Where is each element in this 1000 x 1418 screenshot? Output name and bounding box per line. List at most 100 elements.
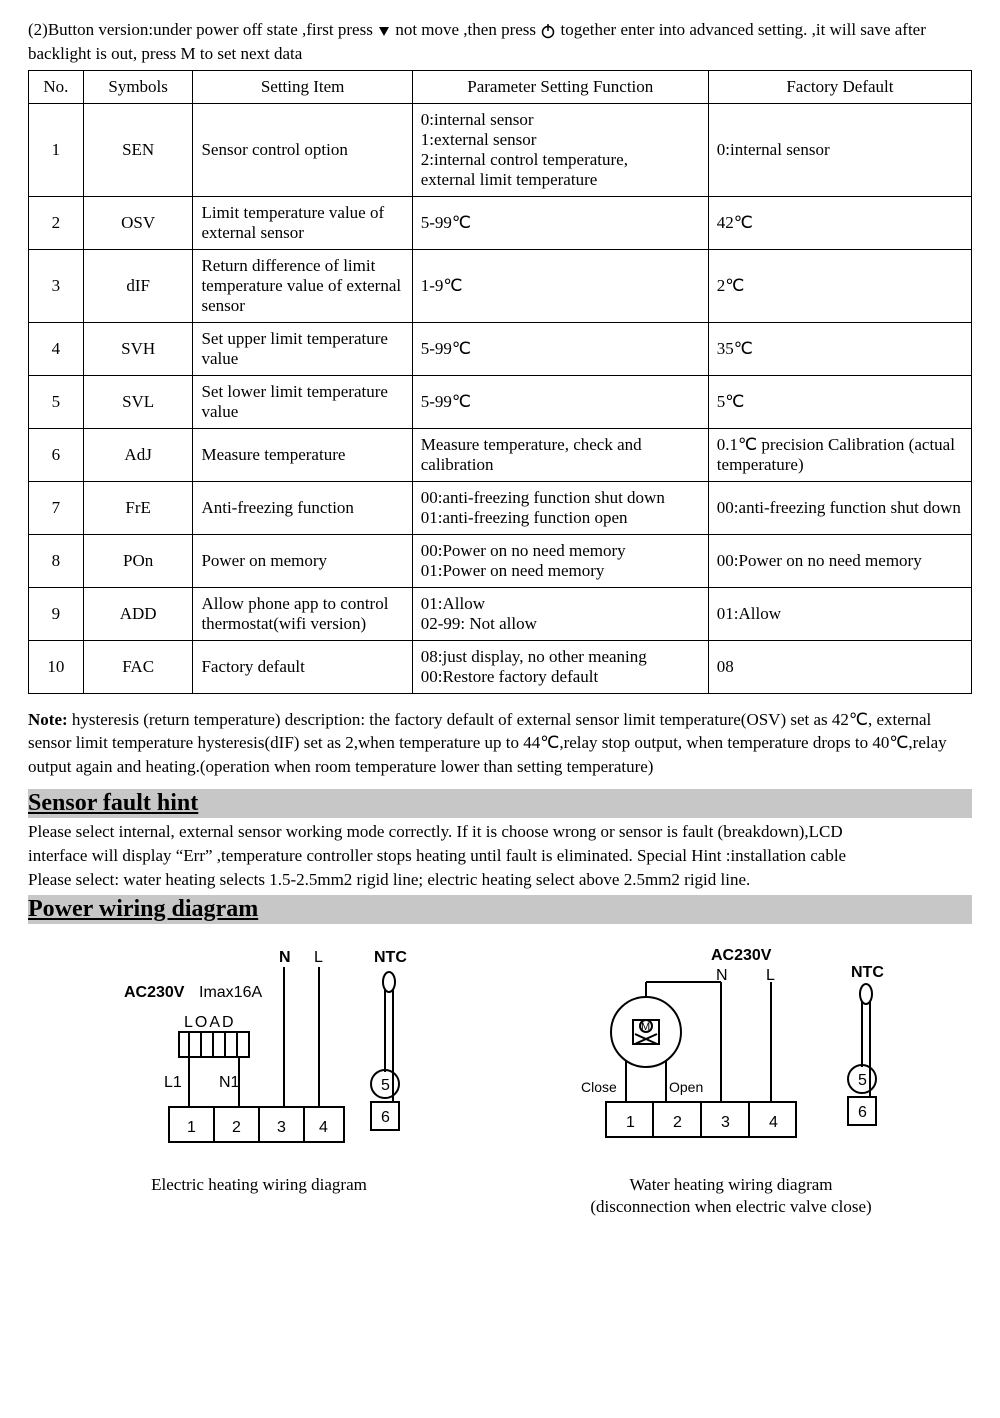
table-cell: 6 (29, 428, 84, 481)
label-imax: Imax16A (199, 984, 262, 1001)
table-row: 2OSVLimit temperature value of external … (29, 196, 972, 249)
water-wiring-svg: AC230V N L NTC M Close Ope (551, 942, 911, 1162)
table-cell: 5-99℃ (412, 196, 708, 249)
table-row: 8POnPower on memory00:Power on no need m… (29, 534, 972, 587)
table-row: 9ADDAllow phone app to control thermosta… (29, 587, 972, 640)
intro-part2: not move ,then press (395, 20, 540, 39)
table-cell: 1 (29, 103, 84, 196)
water-caption-text: Water heating wiring diagram (disconnect… (590, 1175, 871, 1216)
table-cell: 5 (29, 375, 84, 428)
table-cell: Allow phone app to control thermostat(wi… (193, 587, 412, 640)
term2-5: 5 (858, 1072, 867, 1089)
table-cell: 00:Power on no need memory (708, 534, 971, 587)
table-cell: 9 (29, 587, 84, 640)
table-cell: 10 (29, 640, 84, 693)
table-cell: Return difference of limit temperature v… (193, 249, 412, 322)
term-5: 5 (381, 1077, 390, 1094)
sensor-fault-body-text: Please select internal, external sensor … (28, 822, 846, 889)
table-row: 5SVLSet lower limit temperature value5-9… (29, 375, 972, 428)
water-caption: Water heating wiring diagram (disconnect… (551, 1174, 911, 1218)
table-cell: 0.1℃ precision Calibration (actual tempe… (708, 428, 971, 481)
table-cell: OSV (83, 196, 193, 249)
label-ac230v-2: AC230V (711, 947, 772, 964)
table-cell: 1-9℃ (412, 249, 708, 322)
settings-table: No. Symbols Setting Item Parameter Setti… (28, 70, 972, 694)
label-l: L (314, 949, 323, 966)
table-cell: SEN (83, 103, 193, 196)
term-2: 2 (232, 1119, 241, 1136)
header-sym: Symbols (83, 70, 193, 103)
header-item: Setting Item (193, 70, 412, 103)
electric-caption: Electric heating wiring diagram (89, 1174, 429, 1196)
label-ac230v: AC230V (124, 984, 185, 1001)
table-row: 4SVHSet upper limit temperature value5-9… (29, 322, 972, 375)
table-cell: 8 (29, 534, 84, 587)
table-header-row: No. Symbols Setting Item Parameter Setti… (29, 70, 972, 103)
power-icon (540, 23, 556, 39)
term2-2: 2 (673, 1114, 682, 1131)
down-arrow-icon (377, 24, 391, 38)
label-ntc2: NTC (851, 964, 884, 981)
table-cell: Limit temperature value of external sens… (193, 196, 412, 249)
table-cell: dIF (83, 249, 193, 322)
sensor-fault-body: Please select internal, external sensor … (28, 820, 972, 891)
svg-text:M: M (641, 1021, 650, 1033)
table-cell: 08:just display, no other meaning 00:Res… (412, 640, 708, 693)
table-cell: 4 (29, 322, 84, 375)
table-cell: Factory default (193, 640, 412, 693)
table-cell: SVH (83, 322, 193, 375)
table-row: 6AdJMeasure temperatureMeasure temperatu… (29, 428, 972, 481)
table-cell: Anti-freezing function (193, 481, 412, 534)
table-cell: Set upper limit temperature value (193, 322, 412, 375)
table-row: 1SENSensor control option0:internal sens… (29, 103, 972, 196)
term-3: 3 (277, 1119, 286, 1136)
table-cell: FrE (83, 481, 193, 534)
water-diagram: AC230V N L NTC M Close Ope (551, 942, 911, 1218)
diagram-row: N L NTC AC230V Imax16A LOAD (28, 942, 972, 1218)
label-close: Close (581, 1079, 617, 1095)
note-block: Note: hysteresis (return temperature) de… (28, 708, 972, 779)
table-cell: 2 (29, 196, 84, 249)
label-load: LOAD (184, 1014, 236, 1031)
table-cell: Measure temperature (193, 428, 412, 481)
table-cell: 5℃ (708, 375, 971, 428)
table-cell: 0:internal sensor 1:external sensor 2:in… (412, 103, 708, 196)
term-4: 4 (319, 1119, 328, 1136)
note-label: Note: (28, 710, 68, 729)
table-cell: 5-99℃ (412, 375, 708, 428)
label-ntc: NTC (374, 949, 407, 966)
table-cell: ADD (83, 587, 193, 640)
table-cell: FAC (83, 640, 193, 693)
table-cell: 00:Power on no need memory 01:Power on n… (412, 534, 708, 587)
header-no: No. (29, 70, 84, 103)
electric-wiring-svg: N L NTC AC230V Imax16A LOAD (89, 942, 429, 1162)
table-row: 7FrEAnti-freezing function00:anti-freezi… (29, 481, 972, 534)
table-cell: Set lower limit temperature value (193, 375, 412, 428)
table-cell: 00:anti-freezing function shut down (708, 481, 971, 534)
term2-6: 6 (858, 1104, 867, 1121)
table-cell: 08 (708, 640, 971, 693)
electric-diagram: N L NTC AC230V Imax16A LOAD (89, 942, 429, 1218)
table-cell: 35℃ (708, 322, 971, 375)
term2-1: 1 (626, 1114, 635, 1131)
table-cell: AdJ (83, 428, 193, 481)
header-def: Factory Default (708, 70, 971, 103)
label-open: Open (669, 1079, 703, 1095)
sensor-fault-heading: Sensor fault hint (28, 789, 972, 818)
table-cell: 42℃ (708, 196, 971, 249)
table-cell: 00:anti-freezing function shut down 01:a… (412, 481, 708, 534)
table-cell: Power on memory (193, 534, 412, 587)
table-row: 10FACFactory default08:just display, no … (29, 640, 972, 693)
table-cell: SVL (83, 375, 193, 428)
wiring-heading: Power wiring diagram (28, 895, 972, 924)
table-cell: Measure temperature, check and calibrati… (412, 428, 708, 481)
label-n: N (279, 949, 291, 966)
intro-text: (2)Button version:under power off state … (28, 18, 972, 66)
table-cell: 2℃ (708, 249, 971, 322)
header-func: Parameter Setting Function (412, 70, 708, 103)
table-row: 3dIFReturn difference of limit temperatu… (29, 249, 972, 322)
term2-3: 3 (721, 1114, 730, 1131)
term-1: 1 (187, 1119, 196, 1136)
intro-part1: (2)Button version:under power off state … (28, 20, 377, 39)
label-n1: N1 (219, 1074, 240, 1091)
